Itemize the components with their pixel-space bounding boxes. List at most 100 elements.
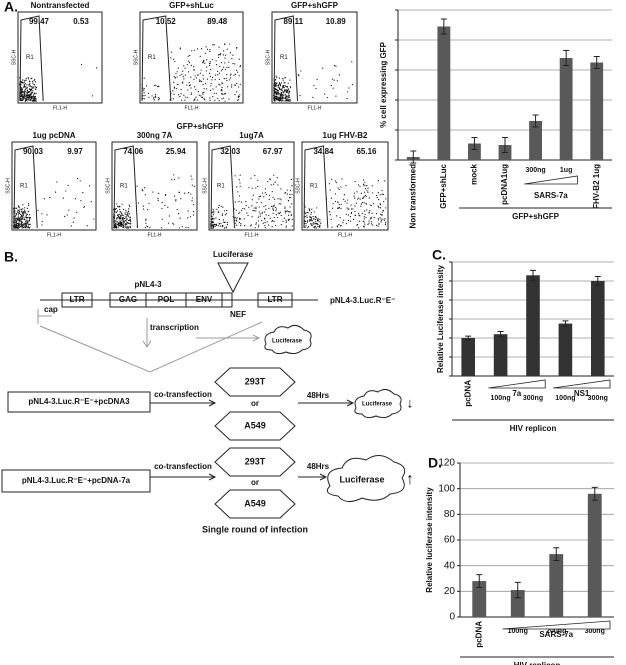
event-dot <box>119 206 121 208</box>
event-dot <box>116 203 118 205</box>
event-dot <box>288 100 290 102</box>
event-dot <box>192 214 195 216</box>
event-dot <box>190 93 192 96</box>
plasmid-label: pNL4-3.Luc.R⁻E⁻+pcDNA-7a <box>22 476 131 485</box>
gene-label: POL <box>158 295 175 304</box>
flow-plot: 1ug FHV-B2 R1 34.84 65.16 FL1-H SSC-H <box>295 131 389 238</box>
plot-frame <box>271 11 358 104</box>
event-dot <box>116 216 118 219</box>
event-dot <box>212 214 215 216</box>
event-dot <box>247 214 249 217</box>
event-dot <box>316 220 318 222</box>
event-dot <box>177 83 179 86</box>
event-dot <box>83 205 86 208</box>
event-dot <box>209 72 211 74</box>
event-dot <box>367 187 369 189</box>
error-bar <box>593 56 600 69</box>
event-dot <box>226 86 229 88</box>
event-dot <box>314 216 316 218</box>
event-dot <box>344 200 346 202</box>
event-dot <box>172 58 175 60</box>
event-dot <box>29 218 31 220</box>
event-dot <box>261 219 263 222</box>
event-dot <box>155 84 157 86</box>
event-dot <box>285 91 287 93</box>
event-dot <box>118 225 121 227</box>
event-dot <box>237 95 240 97</box>
event-dot <box>223 43 226 46</box>
event-dot <box>382 209 384 212</box>
event-dot <box>257 185 259 188</box>
gate-right-value: 9.97 <box>67 147 83 156</box>
event-dot <box>210 85 212 87</box>
gate <box>273 15 298 102</box>
event-dot <box>376 196 378 199</box>
event-dot <box>331 78 334 80</box>
event-dot <box>363 183 365 185</box>
event-dot <box>347 214 350 216</box>
gate-right-value: 0.53 <box>73 17 89 26</box>
event-dot <box>117 205 119 208</box>
event-dot <box>20 217 22 220</box>
event-dot <box>264 222 266 224</box>
x-axis-label: FL1-H <box>53 105 67 111</box>
cell-shape <box>214 367 296 397</box>
event-dot <box>119 219 121 221</box>
event-dot <box>25 215 28 217</box>
event-dot <box>153 98 155 100</box>
event-dot <box>235 224 238 226</box>
event-dot <box>34 81 37 83</box>
event-dot <box>361 202 364 204</box>
flow-plot: 1ug7A R1 32.03 67.97 FL1-H SSC-H <box>202 131 295 238</box>
construct-name: pNL4-3 <box>134 280 162 289</box>
event-dot <box>191 197 193 199</box>
event-dot <box>349 215 352 218</box>
event-dot <box>23 91 25 93</box>
event-dot <box>83 206 85 209</box>
event-dot <box>285 88 287 91</box>
event-dot <box>371 224 374 226</box>
dose-wedge <box>502 620 611 630</box>
event-dot <box>307 227 309 229</box>
event-dot <box>279 82 281 84</box>
event-dot <box>129 216 131 219</box>
event-dot <box>127 215 129 217</box>
event-dot <box>22 95 24 97</box>
event-dot <box>186 96 188 99</box>
event-dot <box>291 225 293 227</box>
event-dot <box>24 92 26 94</box>
event-dot <box>187 89 189 91</box>
event-dot <box>31 77 33 79</box>
event-dot <box>226 79 228 82</box>
event-dot <box>276 216 278 219</box>
event-dot <box>352 218 355 220</box>
event-dot <box>158 98 161 100</box>
event-dot <box>223 221 225 223</box>
event-dot <box>278 98 280 100</box>
event-dot <box>145 219 147 221</box>
flow-plot: GFP+shLuc R1 10.52 89.48 FL1-H SSC-H <box>133 1 244 111</box>
event-dot <box>331 178 333 180</box>
event-dot <box>130 223 132 225</box>
event-dot <box>124 224 126 226</box>
event-dot <box>360 205 362 207</box>
event-dot <box>290 87 292 89</box>
event-dot <box>114 208 117 211</box>
event-dot <box>24 79 26 81</box>
event-dot <box>357 227 360 229</box>
event-dot <box>210 82 212 85</box>
event-dot <box>337 201 339 203</box>
event-dot <box>198 94 200 96</box>
event-dot <box>278 93 280 95</box>
event-dot <box>242 207 244 210</box>
event-dot <box>304 206 306 208</box>
event-dot <box>224 214 226 216</box>
event-dot <box>34 84 36 86</box>
event-dot <box>234 73 237 75</box>
event-dot <box>153 96 155 98</box>
event-dot <box>251 199 253 201</box>
event-dot <box>206 59 208 61</box>
event-dot <box>221 88 223 91</box>
event-dot <box>24 212 26 214</box>
event-dot <box>356 198 359 200</box>
